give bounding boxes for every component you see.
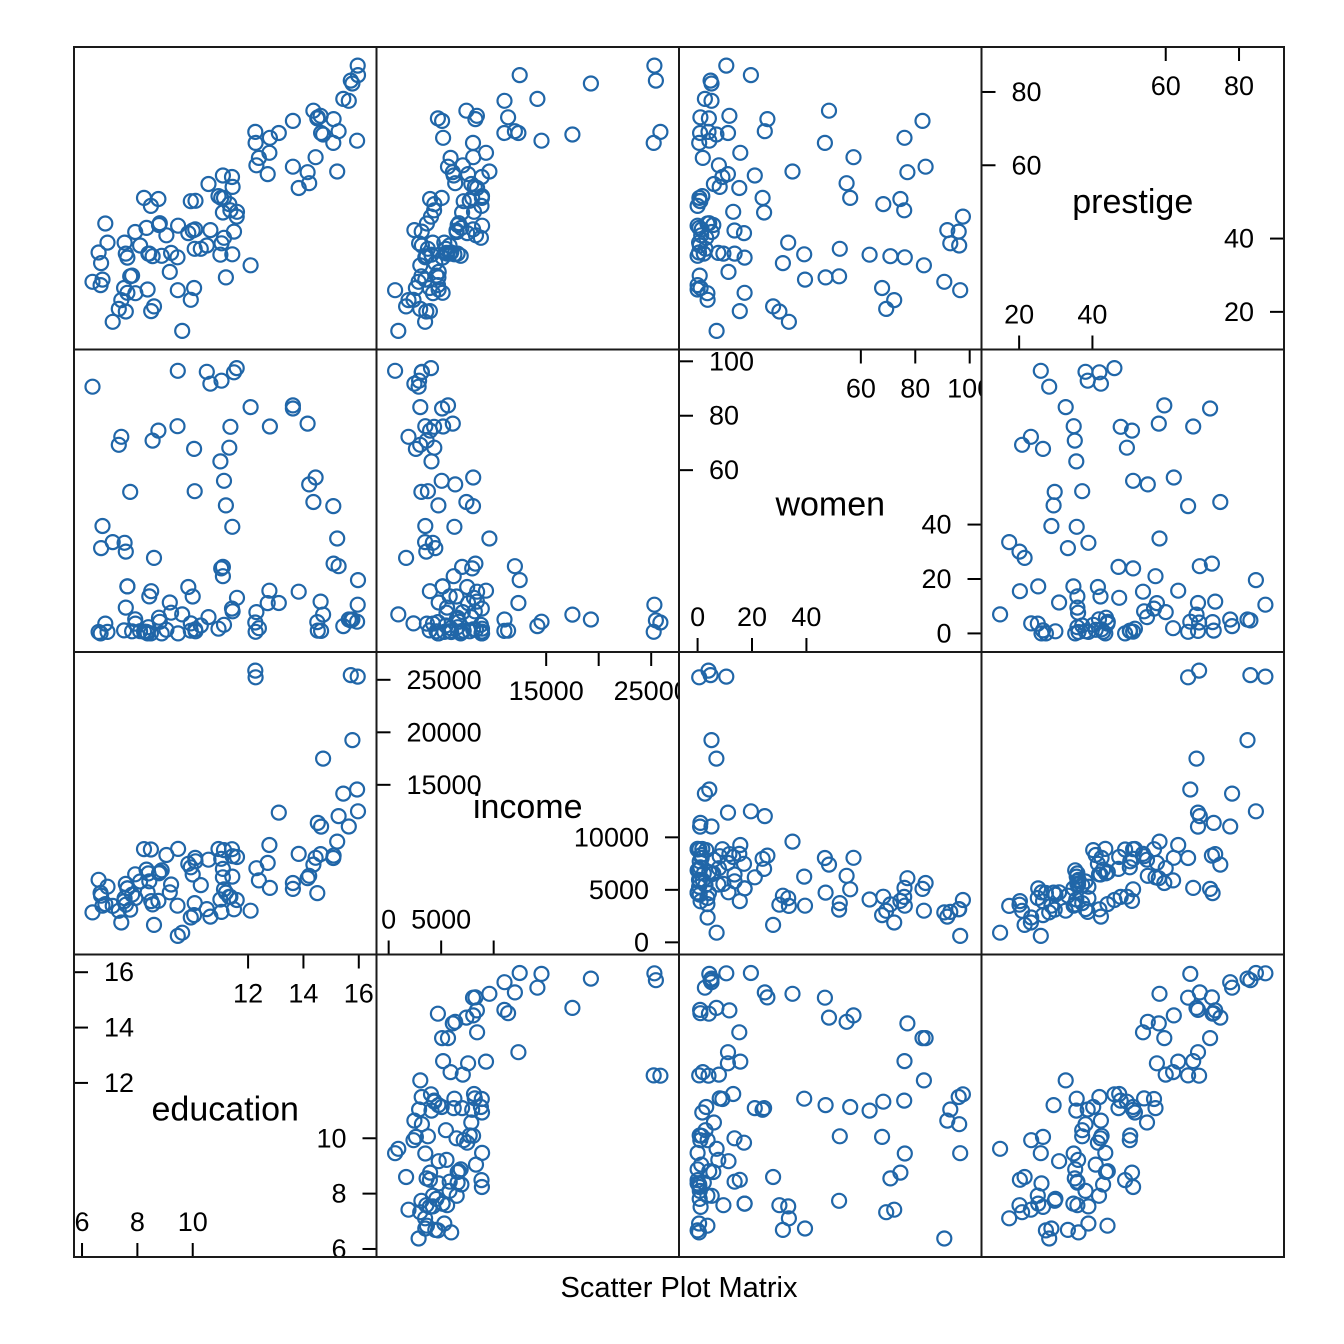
svg-text:12: 12	[233, 979, 263, 1009]
svg-text:12: 12	[104, 1068, 134, 1098]
panel-prestige-vs-education	[991, 964, 1274, 1247]
panel-border	[980, 953, 1285, 1258]
svg-text:14: 14	[288, 979, 318, 1009]
panel-prestige-vs-prestige: prestige 80 60 40 20 60 80 20 40	[981, 47, 1284, 350]
panel-education-vs-prestige	[84, 57, 367, 339]
svg-text:20: 20	[737, 602, 767, 632]
svg-text:6: 6	[75, 1207, 90, 1237]
panel-income-vs-education	[387, 964, 669, 1247]
panel-prestige-vs-women	[991, 360, 1274, 642]
svg-text:20: 20	[1004, 300, 1034, 330]
svg-text:5000: 5000	[411, 905, 471, 935]
panel-education-vs-women	[84, 360, 367, 642]
diagonal-label-prestige: prestige	[1072, 183, 1193, 221]
svg-text:0: 0	[690, 602, 705, 632]
diagonal-label-education: education	[152, 1090, 299, 1128]
svg-text:80: 80	[1224, 71, 1254, 101]
svg-text:15000: 15000	[407, 770, 482, 800]
svg-text:40: 40	[1224, 224, 1254, 254]
panel-income-vs-prestige	[387, 57, 669, 339]
svg-text:60: 60	[1012, 150, 1042, 180]
svg-text:20: 20	[921, 564, 951, 594]
svg-text:60: 60	[1151, 71, 1181, 101]
panel-income-vs-income: income 25000 20000 15000 10000 5000 0 15000 2500…	[376, 652, 689, 957]
svg-text:100: 100	[947, 374, 992, 404]
svg-text:20: 20	[1224, 297, 1254, 327]
svg-text:60: 60	[846, 374, 876, 404]
svg-text:8: 8	[331, 1179, 346, 1209]
svg-text:16: 16	[344, 979, 374, 1009]
svg-text:80: 80	[709, 401, 739, 431]
svg-text:40: 40	[791, 602, 821, 632]
svg-text:25000: 25000	[614, 676, 689, 706]
panel-women-vs-education	[689, 964, 972, 1247]
diagonal-label-income: income	[473, 788, 583, 826]
svg-text:80: 80	[900, 374, 930, 404]
panel-education-vs-income	[84, 662, 367, 945]
svg-text:8: 8	[130, 1207, 145, 1237]
svg-text:5000: 5000	[589, 875, 649, 905]
svg-text:16: 16	[104, 957, 134, 987]
panel-prestige-vs-income	[991, 662, 1274, 945]
svg-text:10: 10	[178, 1207, 208, 1237]
panel-women-vs-prestige	[689, 57, 972, 339]
svg-text:0: 0	[381, 905, 396, 935]
svg-text:0: 0	[936, 618, 951, 648]
svg-text:40: 40	[1077, 300, 1107, 330]
chart-title: Scatter Plot Matrix	[560, 1272, 798, 1304]
svg-text:14: 14	[104, 1013, 134, 1043]
svg-text:20000: 20000	[407, 717, 482, 747]
svg-text:100: 100	[709, 346, 754, 376]
diagonal-label-women: women	[774, 485, 885, 523]
panel-women-vs-income	[689, 662, 972, 945]
svg-text:10: 10	[316, 1123, 346, 1153]
panel-income-vs-women	[387, 360, 669, 642]
panel-women-vs-women: women 100 80 60 40 20 0 60 80 100 0 20 40	[679, 346, 992, 652]
svg-text:0: 0	[634, 927, 649, 957]
svg-text:6: 6	[331, 1234, 346, 1264]
svg-text:15000: 15000	[509, 676, 584, 706]
panel-education-vs-education: education 16 14 12 10 8 6 12 14 16 6 8 10	[74, 954, 377, 1264]
svg-text:60: 60	[709, 455, 739, 485]
svg-text:40: 40	[921, 510, 951, 540]
svg-text:25000: 25000	[407, 665, 482, 695]
svg-text:10000: 10000	[574, 822, 649, 852]
svg-text:80: 80	[1012, 77, 1042, 107]
